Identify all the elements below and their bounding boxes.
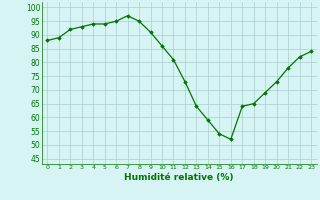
X-axis label: Humidité relative (%): Humidité relative (%) <box>124 173 234 182</box>
